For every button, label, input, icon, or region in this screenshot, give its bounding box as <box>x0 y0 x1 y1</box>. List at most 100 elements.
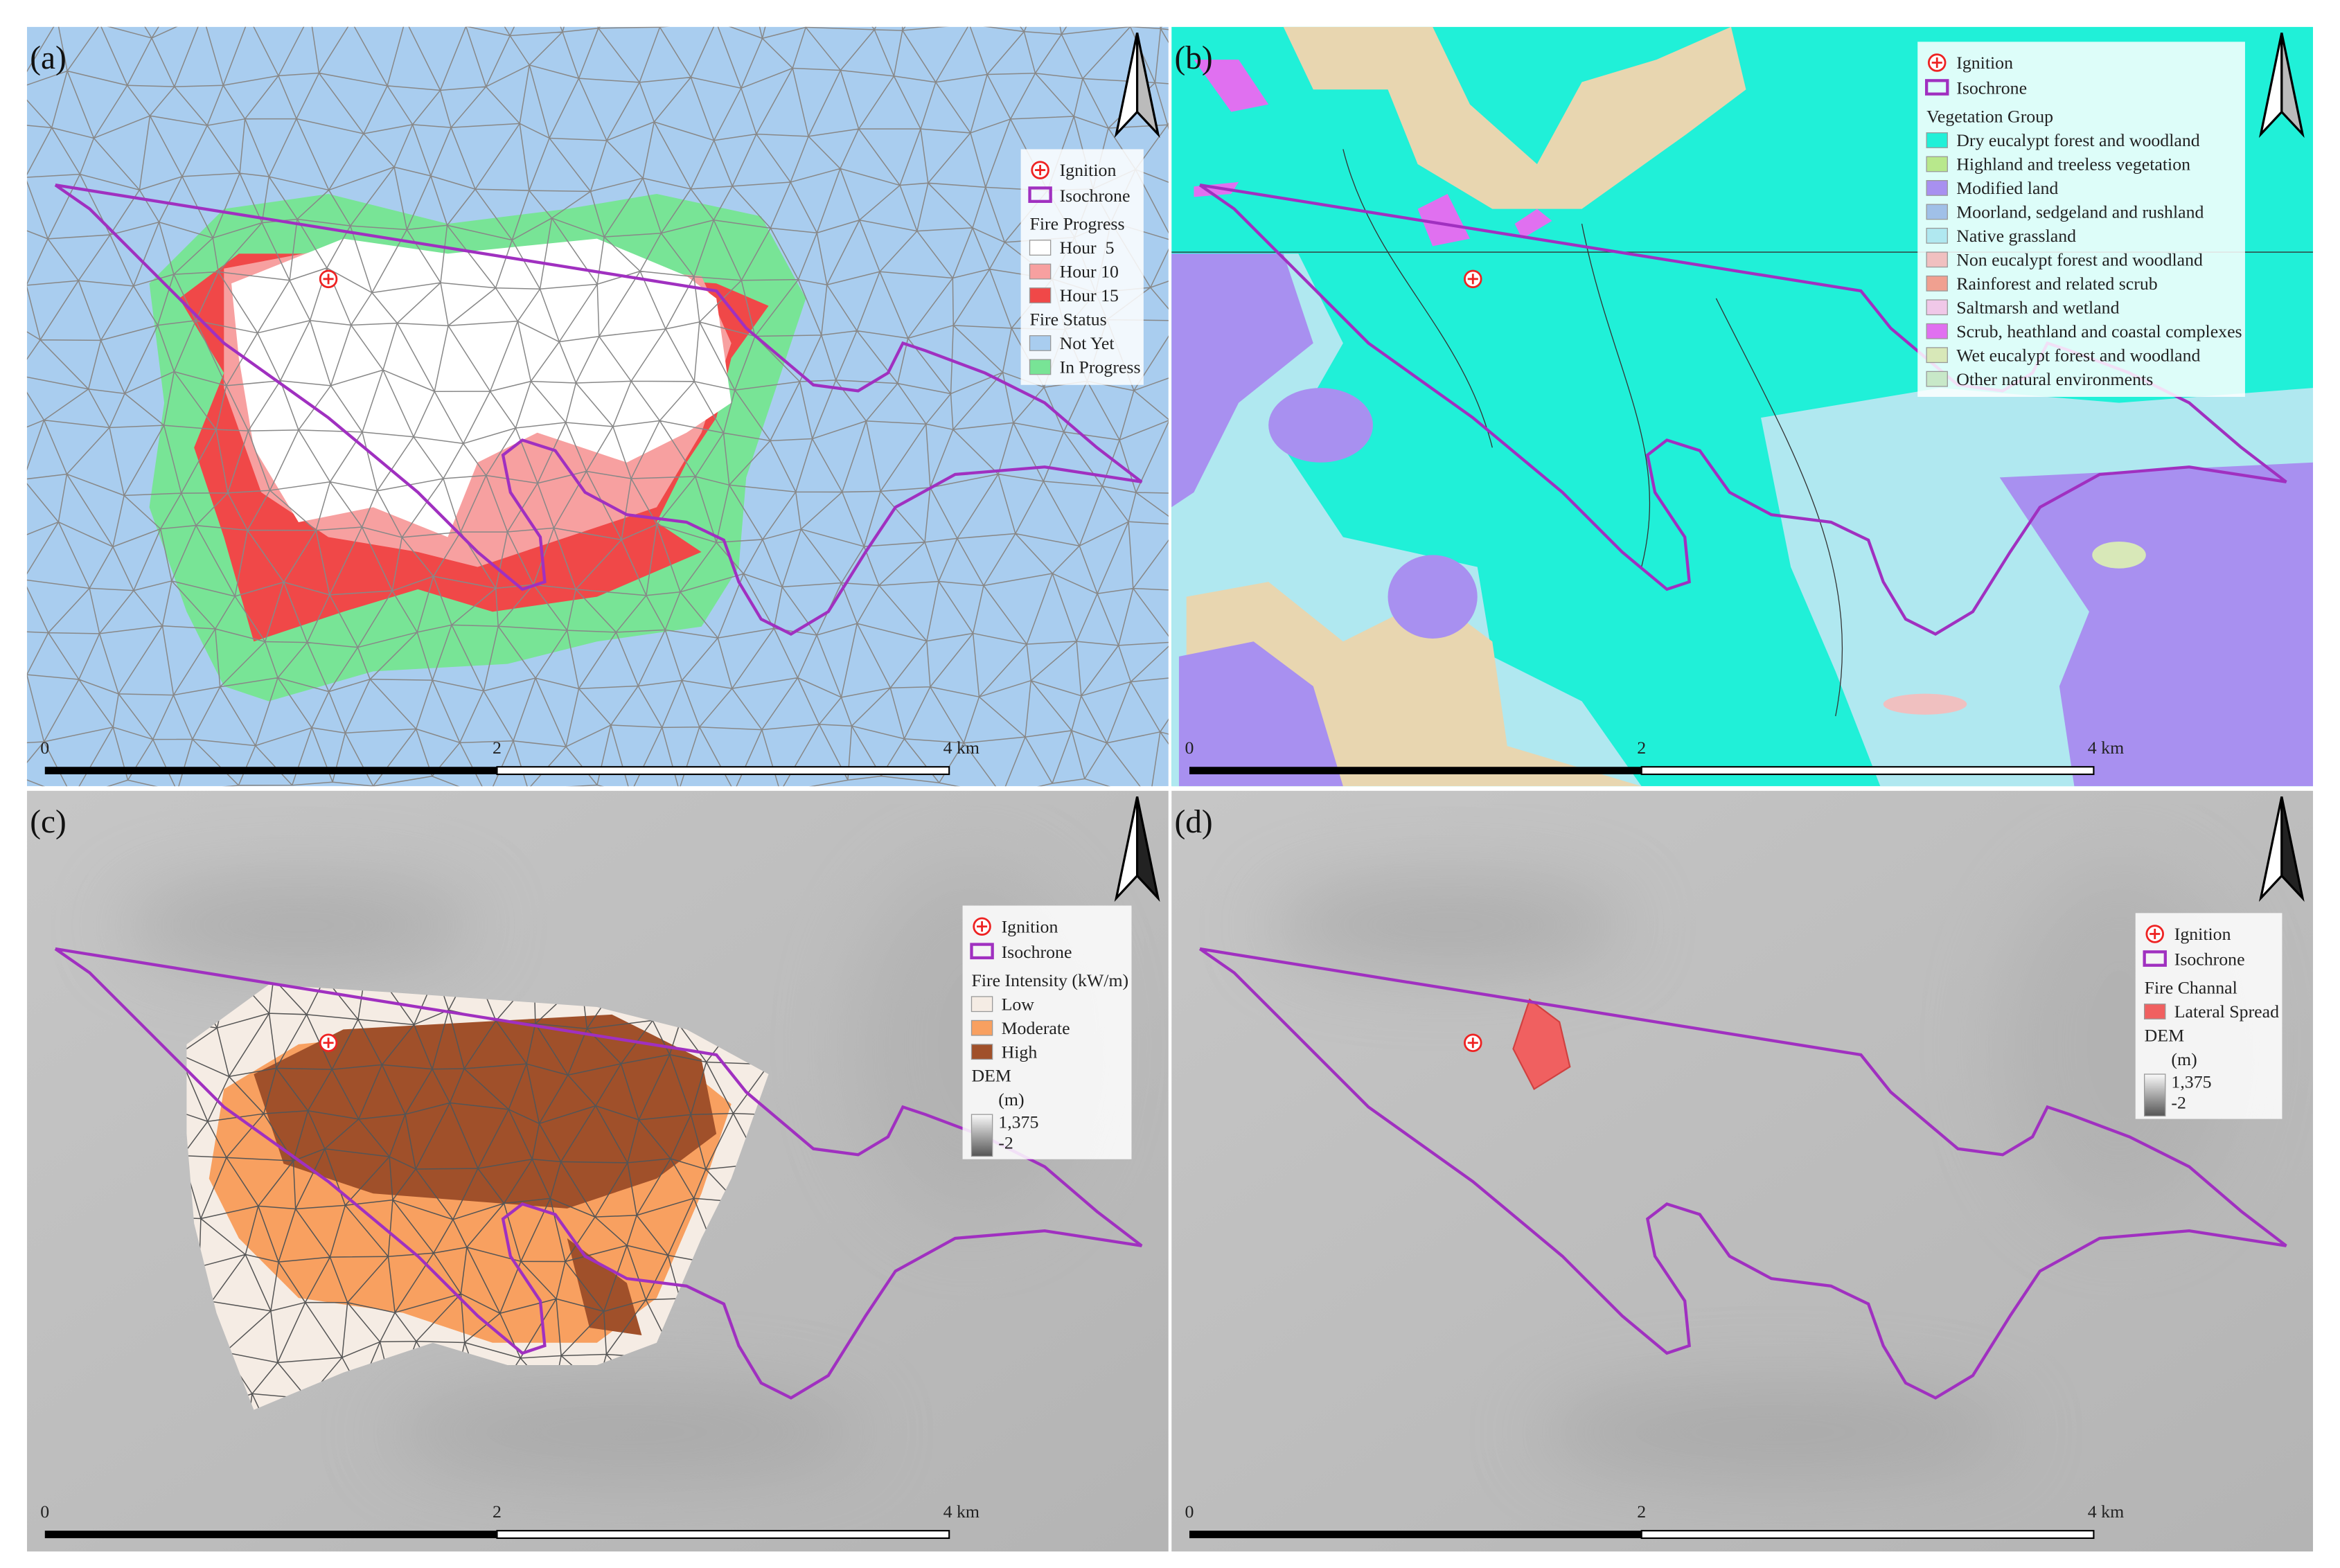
legend-swatch <box>1926 204 1948 220</box>
legend-label: Isochrone <box>1956 78 2027 98</box>
legend-label: Ignition <box>1060 160 1117 180</box>
legend-label: High <box>1002 1042 1038 1062</box>
legend-swatch <box>1029 263 1052 280</box>
legend-label: Ignition <box>2174 924 2231 944</box>
north-arrow-right <box>1135 33 1160 139</box>
legend-group-title: Fire Status <box>1030 310 1107 330</box>
scalebar-label: 2 <box>1637 738 1646 758</box>
legend-label: Hour 10 <box>1060 262 1119 282</box>
panel-label: (a) <box>30 40 67 76</box>
ignition-cross <box>1467 274 1478 285</box>
legend: Ignition Isochrone Vegetation Group Dry euc… <box>1917 42 2245 398</box>
isochrone-swatch <box>1028 186 1052 203</box>
isochrone <box>54 183 1143 636</box>
scrub <box>1194 60 1269 112</box>
dem-ramp <box>970 1114 993 1157</box>
legend-swatch <box>1926 180 1948 196</box>
legend-group-title: DEM <box>2145 1026 2184 1046</box>
legend-label: Lateral Spread <box>2174 1001 2279 1022</box>
panel-label: (d) <box>1174 804 1212 840</box>
scalebar-label: 4 km <box>2088 1502 2124 1522</box>
legend-label: Isochrone <box>1002 942 1072 962</box>
scalebar-first <box>44 767 497 774</box>
legend-swatch <box>2144 1004 2166 1019</box>
dem-ramp <box>2144 1073 2166 1116</box>
panel-overlay: (a) 0 2 4 km Ignition Isochrone Fire Progress H… <box>30 33 1160 776</box>
legend-label: Hour 15 <box>1060 285 1119 305</box>
legend-swatch <box>1926 371 1948 387</box>
panel-overlay: (c) 0 2 4 km Ignition Isochrone Fire Intensity… <box>30 796 1160 1539</box>
modified-land <box>1178 641 1343 787</box>
panel-label: (c) <box>30 804 67 840</box>
panel-overlay: (d) 0 2 4 km Ignition Isochrone Fire Channal La… <box>1174 796 2305 1539</box>
non-eucalypt <box>1883 693 1967 715</box>
ignition-cross <box>1467 1037 1478 1049</box>
ignition-cross <box>1035 165 1046 176</box>
legend-label: Highland and treeless vegetation <box>1956 154 2190 175</box>
scalebar-first <box>1189 767 1642 774</box>
legend-label: Ignition <box>1956 53 2013 73</box>
panel-label: (b) <box>1174 40 1212 76</box>
scalebar-label: 4 km <box>2088 738 2124 758</box>
ignition-cross <box>2150 928 2161 940</box>
ignition-cross <box>323 274 334 285</box>
legend-label: Wet eucalypt forest and woodland <box>1956 345 2200 365</box>
legend-label: Other natural environments <box>1956 369 2153 389</box>
legend-swatch <box>1029 359 1052 375</box>
legend-label: Scrub, heathland and coastal complexes <box>1956 321 2242 341</box>
scalebar-label: 0 <box>1185 738 1194 758</box>
dem-ramp-label: -2 <box>2171 1093 2186 1113</box>
north-arrow-right <box>2280 33 2305 139</box>
legend-group-title: Fire Channal <box>2145 978 2237 998</box>
scrub <box>1514 208 1552 239</box>
legend-swatch <box>1926 347 1948 364</box>
legend-swatch <box>970 996 993 1013</box>
isochrone-swatch <box>2143 950 2167 967</box>
legend-swatch <box>1926 323 1948 339</box>
scalebar-first <box>44 1531 497 1538</box>
scalebar-second <box>496 1530 950 1539</box>
legend-label: Native grassland <box>1956 226 2076 246</box>
modified-land <box>1171 253 1313 508</box>
legend-label: Moderate <box>1002 1018 1070 1038</box>
wet-forest <box>2092 541 2146 569</box>
legend-swatch <box>1926 227 1948 244</box>
legend: Ignition Isochrone Fire Progress Hour 5 Hour… <box>1020 149 1144 385</box>
legend-swatch <box>1926 156 1948 172</box>
legend-unit: (m) <box>998 1089 1024 1110</box>
boundary-line <box>1342 149 1843 717</box>
panel-a-map <box>26 26 1169 787</box>
isochrone <box>54 947 1143 1400</box>
lateral-spread <box>1512 998 1571 1091</box>
legend-label: Non eucalypt forest and woodland <box>1956 249 2203 269</box>
isochrone-swatch <box>970 943 994 960</box>
scalebar-second <box>496 766 950 776</box>
legend-label: Modified land <box>1956 178 2058 198</box>
isochrone <box>1198 947 2287 1400</box>
scalebar-second <box>1640 766 2095 776</box>
hour-5-area <box>231 238 732 537</box>
legend: Ignition Isochrone Fire Channal Lateral Spr… <box>2135 913 2283 1119</box>
panel-c-map <box>26 790 1169 1552</box>
legend-swatch <box>1029 335 1052 351</box>
scalebar-label: 2 <box>1637 1502 1646 1522</box>
legend-group-title: Fire Intensity (kW/m) <box>971 970 1128 990</box>
legend-box <box>1917 42 2245 398</box>
ignition-cross <box>1931 57 1942 69</box>
legend-label: Hour 5 <box>1060 238 1115 258</box>
legend-label: Saltmarsh and wetland <box>1956 297 2119 317</box>
cleared-land <box>1283 26 1746 209</box>
legend-label: In Progress <box>1060 357 1141 377</box>
legend-swatch <box>1029 287 1052 303</box>
overlays: (a) 0 2 4 km Ignition Isochrone Fire Progress H… <box>30 33 2305 1539</box>
scalebar-label: 2 <box>493 1502 502 1522</box>
isochrone-swatch <box>1924 79 1949 96</box>
ignition-cross <box>977 921 988 932</box>
legend-group-title: Fire Progress <box>1030 214 1125 234</box>
panel-b-map <box>1171 26 2314 787</box>
legend-label: Rainforest and related scrub <box>1956 274 2157 294</box>
dem-ramp-label: 1,375 <box>2171 1071 2211 1092</box>
dem-ramp-label: 1,375 <box>998 1112 1038 1132</box>
